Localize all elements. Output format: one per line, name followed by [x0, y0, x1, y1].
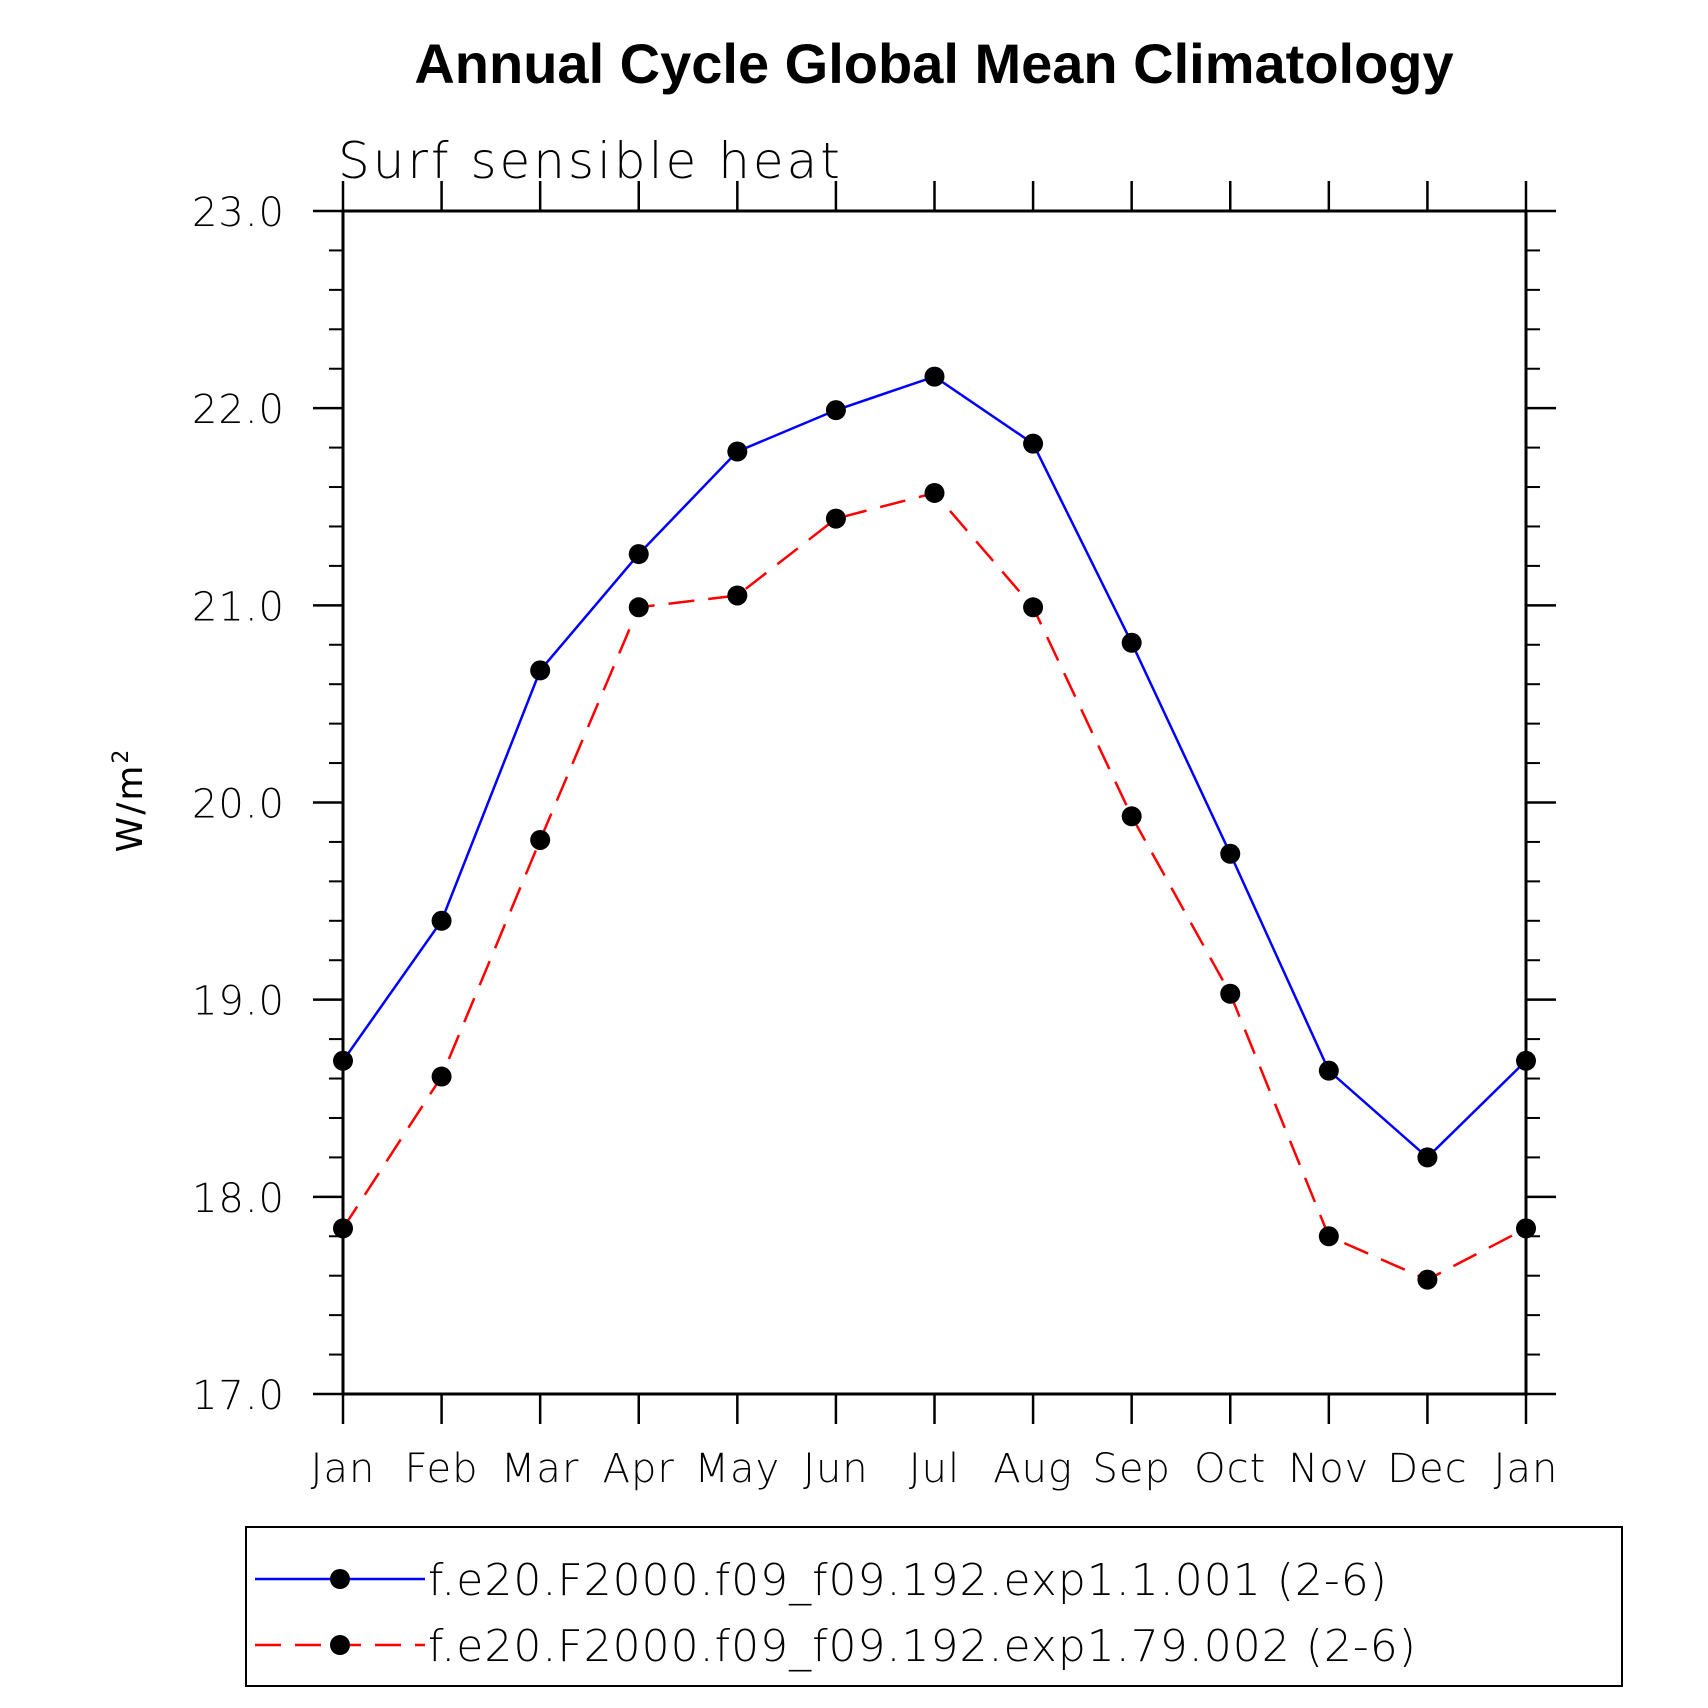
series-line: [341, 491, 1527, 1282]
data-point: [924, 366, 945, 387]
data-point: [431, 1066, 452, 1087]
x-tick-label: Jun: [803, 1446, 869, 1492]
y-tick-label: 19.0: [192, 979, 285, 1025]
chart-title: Annual Cycle Global Mean Climatology: [414, 32, 1453, 95]
y-tick-label: 23.0: [192, 190, 285, 236]
data-point: [1318, 1060, 1339, 1081]
data-point: [530, 829, 551, 850]
data-point: [1220, 983, 1241, 1004]
axis-ticks: [313, 181, 1556, 1424]
y-axis-label-superscript: 2: [109, 748, 134, 764]
data-point: [727, 585, 748, 606]
data-point: [431, 910, 452, 931]
legend: f.e20.F2000.f09_f09.192.exp1.1.001 (2-6)…: [245, 1526, 1623, 1687]
chart-subtitle: Surf sensible heat: [338, 132, 843, 190]
plot-frame: [341, 209, 1528, 1396]
data-point: [1417, 1147, 1438, 1168]
data-point: [628, 544, 649, 565]
legend-item-2: f.e20.F2000.f09_f09.192.exp1.79.002 (2-6…: [255, 1621, 1417, 1672]
legend-box: [245, 1526, 1623, 1687]
data-point: [1417, 1269, 1438, 1290]
y-tick-label: 20.0: [192, 782, 285, 828]
data-point: [1023, 597, 1044, 618]
data-point: [628, 597, 649, 618]
data-point: [530, 660, 551, 681]
x-tick-label: Nov: [1288, 1446, 1369, 1492]
data-point: [825, 508, 846, 529]
x-tick-label: Jan: [1494, 1446, 1559, 1492]
x-tick-label: Jan: [311, 1446, 376, 1492]
x-tick-label: Oct: [1194, 1446, 1266, 1492]
data-point: [1121, 632, 1142, 653]
data-point: [825, 400, 846, 421]
x-tick-label: Mar: [501, 1446, 579, 1492]
y-tick-label: 17.0: [192, 1373, 285, 1419]
svg-text:W/m2: W/m2: [109, 748, 151, 853]
x-tick-label: Sep: [1092, 1446, 1170, 1492]
data-point: [1318, 1226, 1339, 1247]
legend-marker: [330, 1635, 350, 1655]
x-tick-label: Feb: [405, 1446, 479, 1492]
legend-label: f.e20.F2000.f09_f09.192.exp1.1.001 (2-6): [428, 1555, 1388, 1606]
series-1: [333, 366, 1536, 1168]
y-axis-label: W/m2: [109, 748, 151, 853]
x-tick-label: Aug: [993, 1446, 1073, 1492]
data-point: [1121, 806, 1142, 827]
y-tick-label: 22.0: [192, 387, 285, 433]
data-point: [924, 482, 945, 503]
x-tick-label: Apr: [603, 1446, 675, 1492]
legend-marker: [330, 1569, 350, 1589]
x-tick-label: May: [694, 1446, 780, 1492]
legend-item-1: f.e20.F2000.f09_f09.192.exp1.1.001 (2-6): [255, 1555, 1388, 1606]
legend-label: f.e20.F2000.f09_f09.192.exp1.79.002 (2-6…: [428, 1621, 1417, 1672]
data-point: [727, 441, 748, 462]
data-point: [1023, 433, 1044, 454]
x-tick-labels: Jan Feb Mar Apr May Jun Jul Aug Sep Oct Nov Dec Jan: [311, 1446, 1559, 1492]
y-axis-label-text: W/m: [110, 764, 151, 853]
data-point: [1220, 843, 1241, 864]
series-layer: [333, 366, 1536, 1290]
y-tick-labels: 17.0 18.0 19.0 20.0 21.0 22.0 23.0: [192, 190, 285, 1419]
x-tick-label: Jul: [909, 1446, 960, 1492]
legend-items: f.e20.F2000.f09_f09.192.exp1.1.001 (2-6)…: [255, 1555, 1417, 1672]
y-tick-label: 21.0: [192, 584, 285, 630]
y-tick-label: 18.0: [192, 1176, 285, 1222]
series-2: [333, 482, 1536, 1290]
x-tick-label: Dec: [1387, 1446, 1467, 1492]
